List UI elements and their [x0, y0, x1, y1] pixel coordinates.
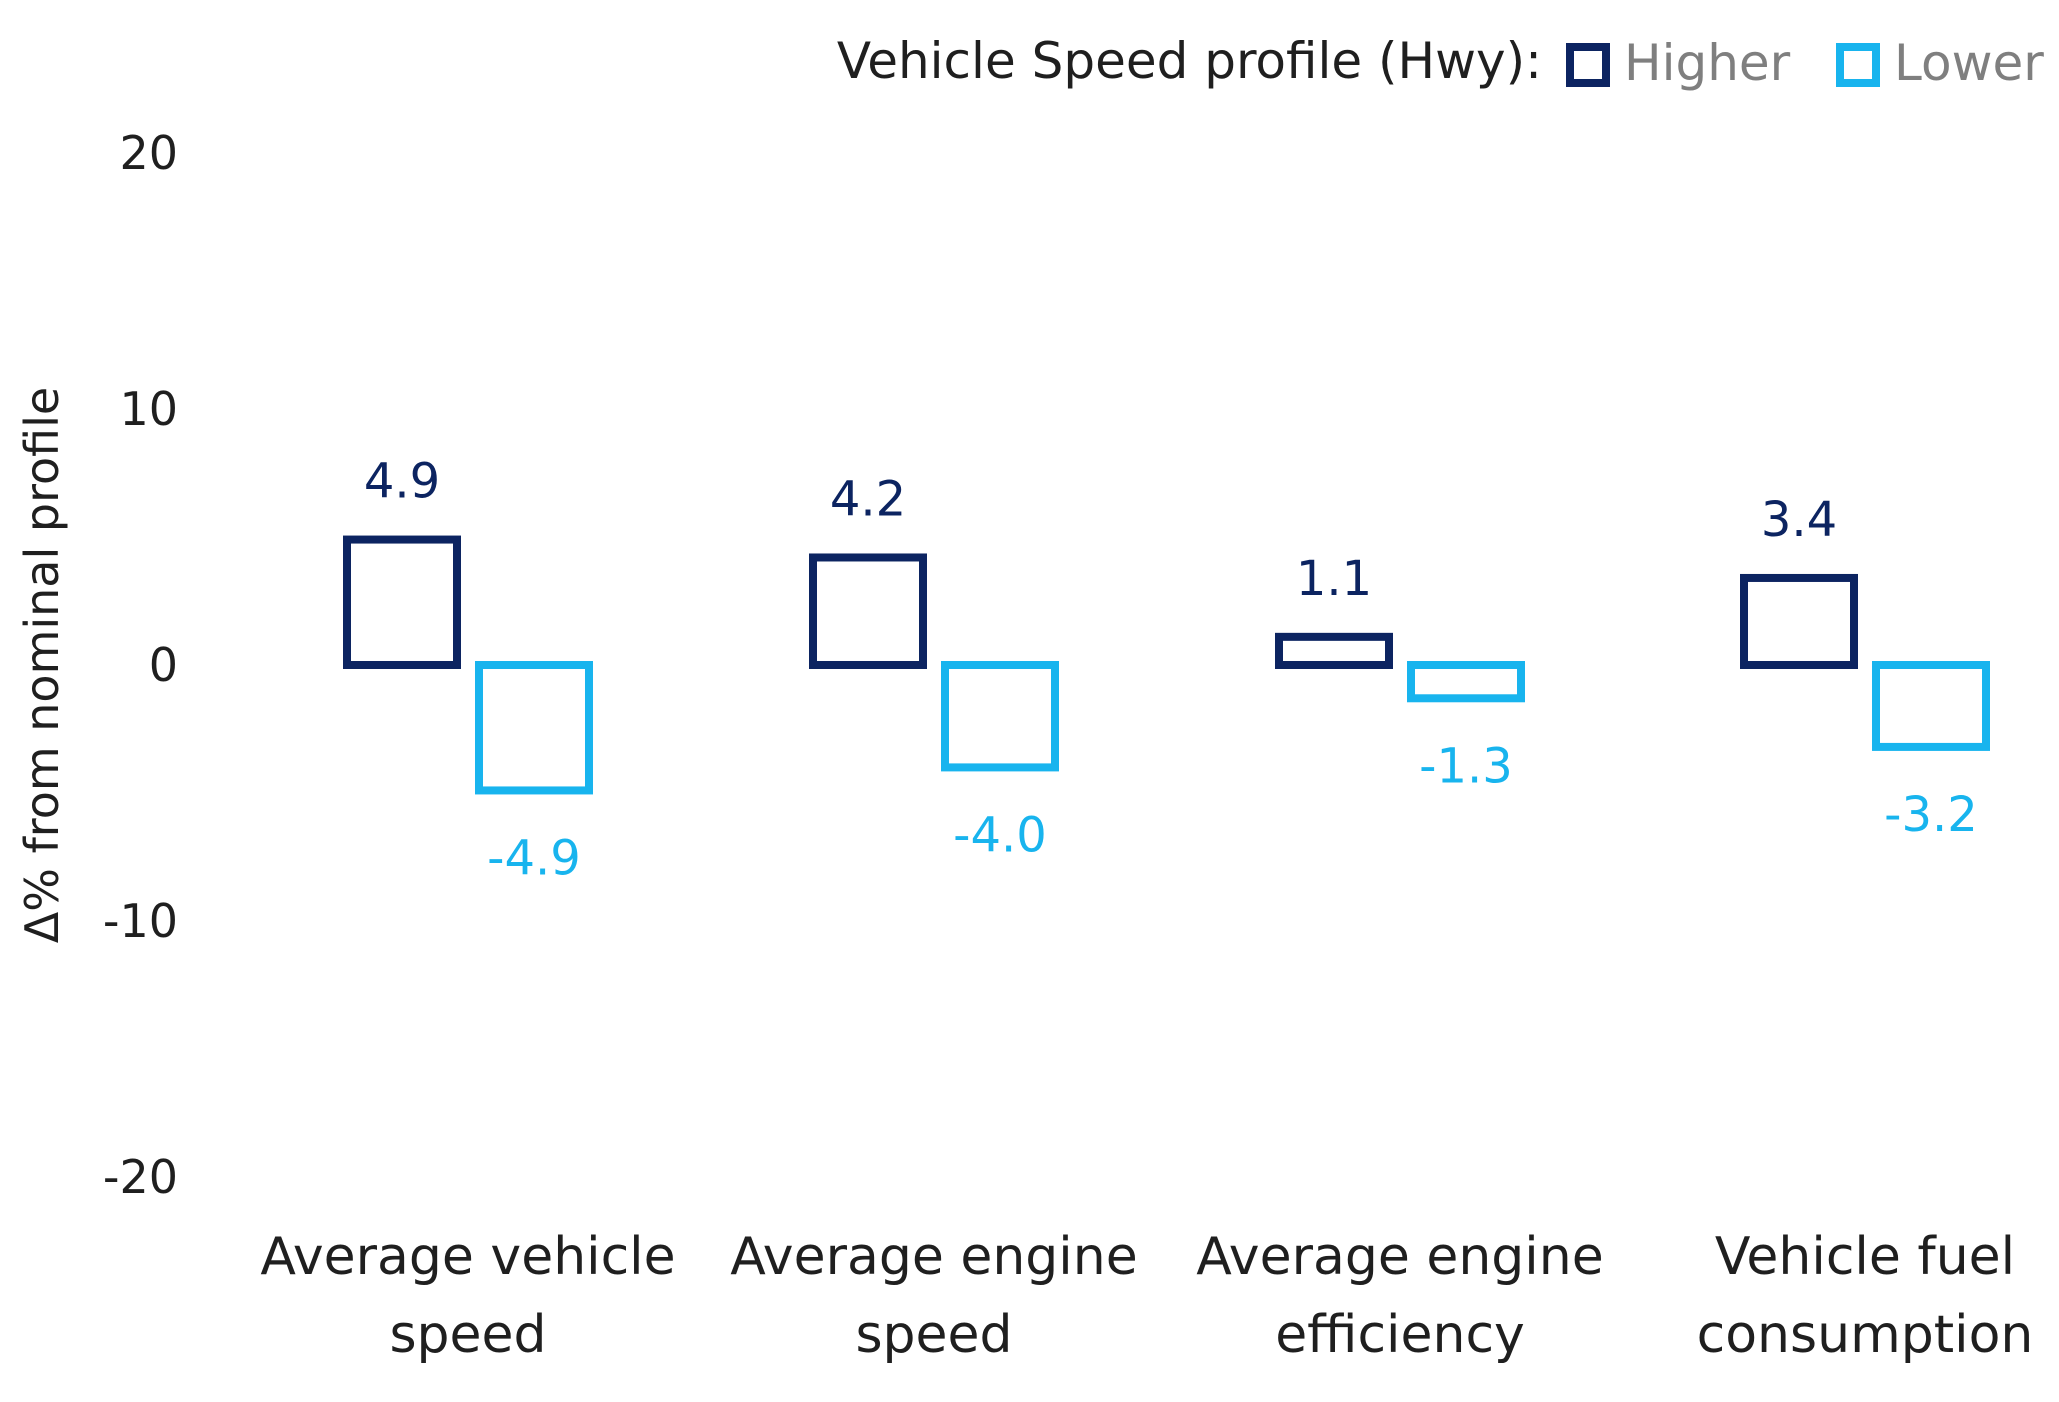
y-tick-label: 20	[119, 126, 178, 180]
legend: Vehicle Speed profile (Hwy): Higher Lower	[837, 32, 2044, 92]
data-label-lower: -3.2	[1884, 787, 1978, 843]
bar-higher	[809, 553, 927, 669]
legend-label-higher: Higher	[1624, 34, 1791, 92]
y-tick-label: -10	[103, 894, 178, 948]
data-label-lower: -4.0	[953, 807, 1047, 863]
data-label-higher: 4.9	[364, 454, 440, 510]
legend-swatch-lower	[1836, 43, 1880, 87]
bar-higher	[343, 535, 461, 669]
category-label: Average engine speed	[730, 1227, 1137, 1365]
bar-lower	[941, 661, 1059, 772]
data-label-higher: 1.1	[1296, 551, 1372, 607]
data-labels: 4.9 4.2 1.1 3.4 -4.9 -4.0 -1.3 -3.2	[364, 454, 1978, 887]
bar-lower	[1872, 661, 1990, 751]
legend-title: Vehicle Speed profile (Hwy):	[837, 32, 1542, 90]
y-axis-label: Δ% from nominal profile	[15, 387, 69, 943]
bars	[343, 535, 1990, 795]
category-labels: Average vehicle speed Average engine speed A…	[260, 1227, 2033, 1365]
category-label: Average vehicle speed	[260, 1227, 675, 1365]
category-label: Vehicle fuel consumption	[1697, 1227, 2034, 1365]
bar-lower	[1407, 661, 1525, 703]
data-label-lower: -4.9	[487, 830, 581, 886]
bar-higher	[1275, 632, 1393, 670]
legend-label-lower: Lower	[1894, 34, 2044, 92]
bar-lower	[475, 661, 593, 795]
category-label: Average engine efficiency	[1196, 1227, 1603, 1365]
data-label-higher: 4.2	[830, 471, 906, 527]
bar-higher	[1740, 573, 1858, 670]
data-label-higher: 3.4	[1761, 492, 1837, 548]
data-label-lower: -1.3	[1419, 738, 1513, 794]
y-tick-label: 0	[149, 638, 178, 692]
y-axis: 20 10 0 -10 -20	[103, 126, 178, 1204]
legend-swatch-higher	[1566, 43, 1610, 87]
y-tick-label: 10	[119, 382, 178, 436]
y-tick-label: -20	[103, 1150, 178, 1204]
